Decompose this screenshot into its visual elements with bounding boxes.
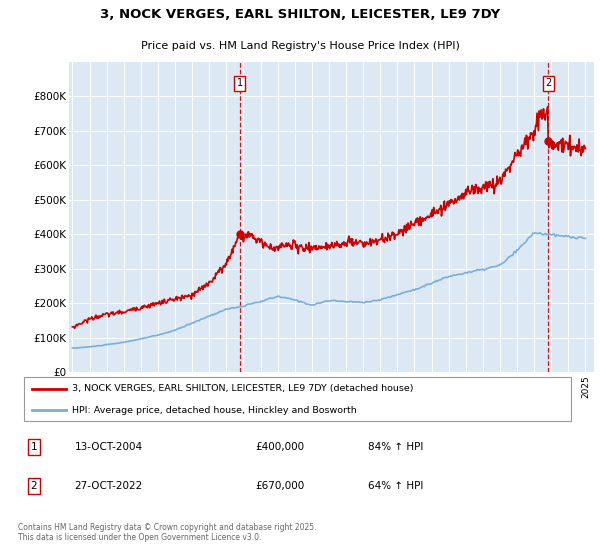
Text: 2: 2 [31, 481, 37, 491]
Text: 13-OCT-2004: 13-OCT-2004 [74, 442, 143, 451]
Text: £400,000: £400,000 [255, 442, 304, 451]
Text: 1: 1 [31, 442, 37, 451]
Text: 84% ↑ HPI: 84% ↑ HPI [368, 442, 423, 451]
Text: 2: 2 [545, 78, 551, 88]
FancyBboxPatch shape [23, 377, 571, 421]
Text: Contains HM Land Registry data © Crown copyright and database right 2025.
This d: Contains HM Land Registry data © Crown c… [18, 522, 317, 542]
Text: 27-OCT-2022: 27-OCT-2022 [74, 481, 143, 491]
Text: 3, NOCK VERGES, EARL SHILTON, LEICESTER, LE9 7DY: 3, NOCK VERGES, EARL SHILTON, LEICESTER,… [100, 8, 500, 21]
Text: 64% ↑ HPI: 64% ↑ HPI [368, 481, 423, 491]
Text: 3, NOCK VERGES, EARL SHILTON, LEICESTER, LE9 7DY (detached house): 3, NOCK VERGES, EARL SHILTON, LEICESTER,… [71, 384, 413, 393]
Text: 1: 1 [237, 78, 243, 88]
Text: £670,000: £670,000 [255, 481, 304, 491]
Text: HPI: Average price, detached house, Hinckley and Bosworth: HPI: Average price, detached house, Hinc… [71, 406, 356, 415]
Text: Price paid vs. HM Land Registry's House Price Index (HPI): Price paid vs. HM Land Registry's House … [140, 41, 460, 51]
